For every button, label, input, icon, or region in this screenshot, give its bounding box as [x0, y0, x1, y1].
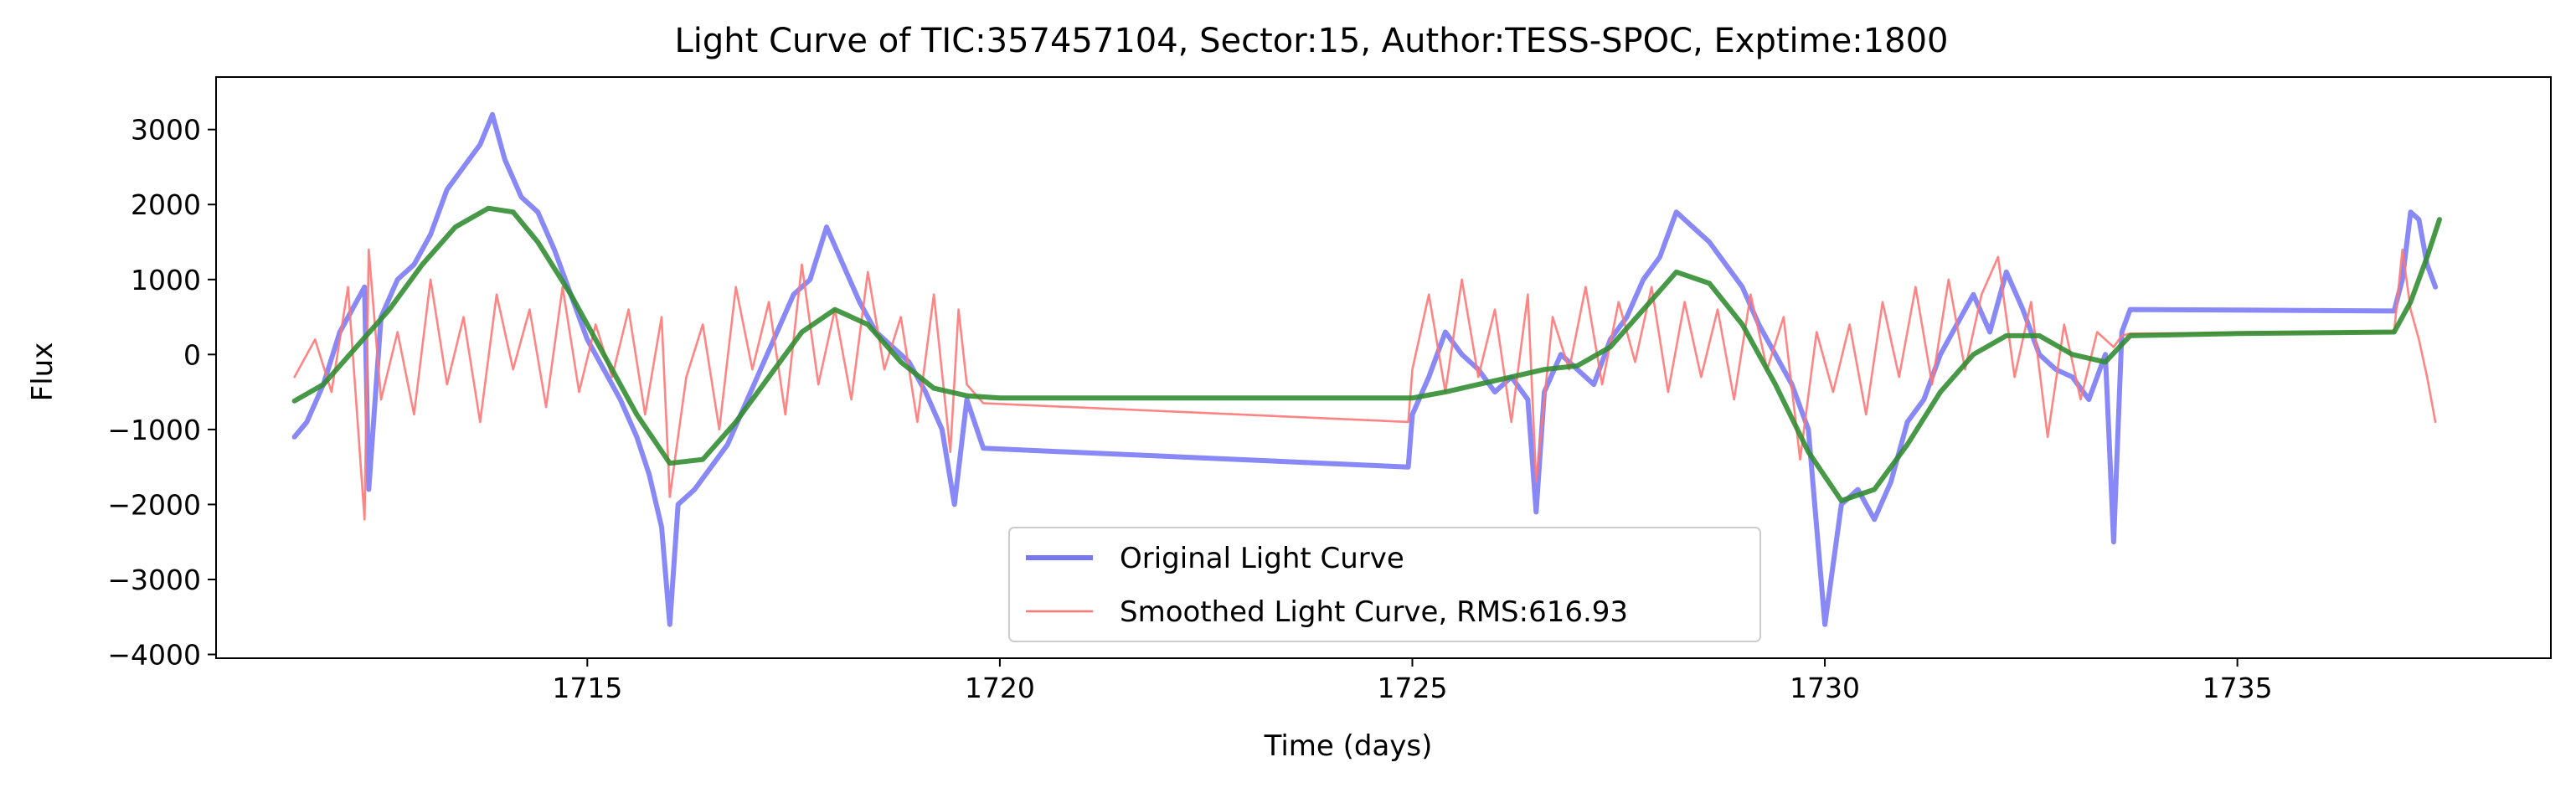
x-tick-label: 1735 — [2202, 672, 2273, 704]
series-line-2 — [293, 248, 2437, 521]
legend: Original Light Curve Smoothed Light Curve… — [1008, 527, 1761, 642]
x-tick-label: 1720 — [965, 672, 1035, 704]
chart-title: Light Curve of TIC:357457104, Sector:15,… — [674, 22, 1948, 60]
legend-box — [1008, 527, 1761, 642]
y-tick-label: −2000 — [107, 488, 201, 521]
y-tick-label: 1000 — [131, 264, 201, 296]
ticks-layer: 1715 1720 1725 1730 1735 3000 2000 1000 0 −1000 −2… — [107, 114, 2272, 704]
x-tick-label: 1730 — [1790, 672, 1860, 704]
x-tick-label: 1715 — [552, 672, 622, 704]
legend-label-2: Smoothed Light Curve, RMS:616.93 — [1120, 595, 1628, 629]
series-line-3 — [291, 205, 2442, 503]
series-layer — [291, 111, 2442, 627]
x-tick-label: 1725 — [1377, 672, 1447, 704]
y-tick-label: −4000 — [107, 639, 201, 672]
y-tick-label: 0 — [183, 338, 201, 371]
legend-label-1: Original Light Curve — [1120, 542, 1404, 575]
axes-frame — [215, 76, 2552, 659]
y-tick-label: 3000 — [131, 114, 201, 147]
x-axis-label: Time (days) — [1264, 729, 1433, 763]
y-axis-label: Flux — [26, 342, 59, 402]
y-tick-label: −1000 — [107, 414, 201, 446]
y-tick-label: −3000 — [107, 564, 201, 596]
y-tick-label: 2000 — [131, 188, 201, 221]
